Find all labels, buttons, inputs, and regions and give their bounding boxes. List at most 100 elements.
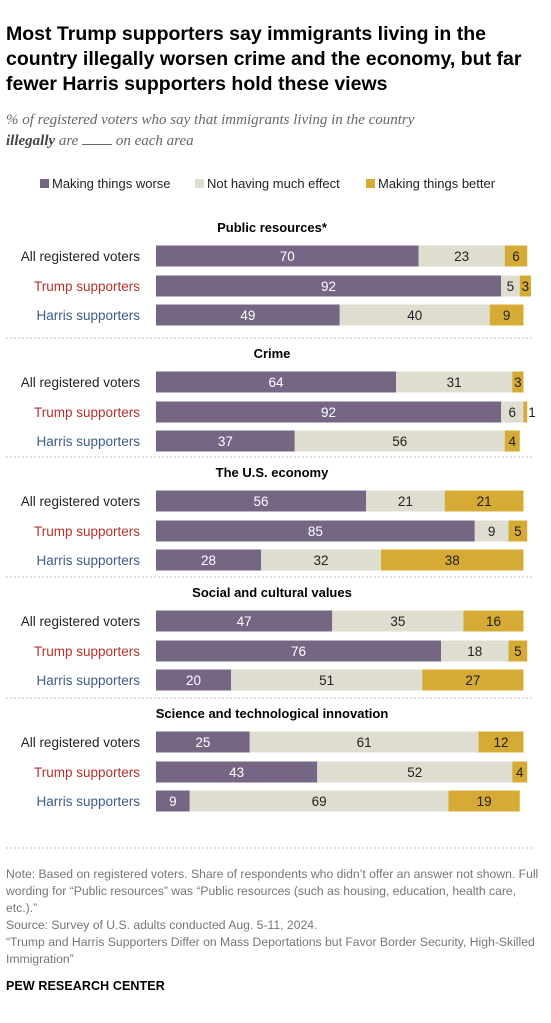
- bar-segment-worse: [156, 245, 419, 267]
- bar-segment-no-effect: [441, 640, 509, 662]
- bar-segment-worse: [156, 790, 190, 812]
- legend-swatch-no-effect: [195, 179, 204, 188]
- data-label-worse: 56: [253, 494, 268, 509]
- bar-segment-no-effect: [396, 371, 513, 393]
- group-title: Crime: [254, 346, 291, 361]
- row-label-trump-supporters: Trump supporters: [34, 405, 140, 420]
- bar-segment-worse: [156, 490, 366, 512]
- bar-segment-better: [519, 275, 531, 297]
- data-label-no-effect: 51: [319, 673, 334, 688]
- bar-segment-better: [512, 761, 528, 783]
- row-label-trump-supporters: Trump supporters: [34, 279, 140, 294]
- data-label-no-effect: 52: [407, 765, 422, 780]
- data-label-better: 16: [486, 614, 501, 629]
- footer-source: Source: Survey of U.S. adults conducted …: [6, 918, 318, 932]
- legend-item-worse: Making things worse: [40, 176, 171, 192]
- bar-segment-better: [448, 790, 520, 812]
- bar-segment-worse: [156, 275, 501, 297]
- bar-segment-better: [489, 304, 524, 326]
- legend-swatch-worse: [40, 179, 49, 188]
- data-label-worse: 28: [201, 553, 216, 568]
- data-label-better: 3: [514, 375, 522, 390]
- row-label-harris-supporters: Harris supporters: [36, 553, 140, 568]
- bar-segment-worse: [156, 761, 318, 783]
- data-label-worse: 37: [218, 434, 233, 449]
- data-label-worse: 43: [229, 765, 244, 780]
- data-label-no-effect: 23: [454, 249, 469, 264]
- row-label-all-voters: All registered voters: [21, 249, 141, 264]
- data-label-worse: 92: [321, 279, 336, 294]
- data-label-no-effect: 69: [312, 794, 327, 809]
- bar-segment-better: [422, 669, 524, 691]
- data-label-better: 4: [508, 434, 516, 449]
- bar-segment-no-effect: [294, 430, 505, 452]
- data-label-no-effect: 40: [407, 308, 422, 323]
- legend-label-better: Making things better: [378, 176, 496, 191]
- data-label-better: 9: [503, 308, 511, 323]
- row-label-harris-supporters: Harris supporters: [36, 308, 140, 323]
- data-label-no-effect: 32: [313, 553, 328, 568]
- bar-segment-worse: [156, 640, 441, 662]
- bar-segment-no-effect: [474, 520, 509, 542]
- row-label-trump-supporters: Trump supporters: [34, 524, 140, 539]
- legend-item-better: Making things better: [366, 176, 495, 192]
- brand-label: PEW RESEARCH CENTER: [6, 979, 165, 993]
- subtitle-blank: [82, 132, 113, 145]
- subtitle-part1: % of registered voters who say that immi…: [6, 112, 415, 128]
- data-label-better: 5: [514, 524, 522, 539]
- data-label-no-effect: 9: [488, 524, 496, 539]
- group-title: Public resources*: [217, 220, 328, 235]
- data-label-better: 21: [477, 494, 492, 509]
- bar-segment-no-effect: [249, 731, 479, 753]
- group-title: Social and cultural values: [192, 585, 352, 600]
- data-label-worse: 76: [291, 644, 306, 659]
- data-label-worse: 47: [237, 614, 252, 629]
- group-title: The U.S. economy: [216, 465, 329, 480]
- data-label-better: 5: [514, 644, 522, 659]
- data-label-worse: 70: [280, 249, 295, 264]
- data-label-no-effect: 5: [507, 279, 515, 294]
- bar-segment-better: [381, 549, 524, 571]
- bar-segment-no-effect: [317, 761, 513, 783]
- bar-segment-worse: [156, 371, 396, 393]
- group-title: Science and technological innovation: [156, 706, 389, 721]
- data-label-better: 6: [512, 249, 520, 264]
- bar-segment-worse: [156, 304, 340, 326]
- bar-segment-better: [523, 401, 528, 423]
- data-label-worse: 64: [268, 375, 284, 390]
- data-label-better: 4: [516, 765, 524, 780]
- bar-segment-better: [512, 371, 524, 393]
- bar-segment-no-effect: [366, 490, 445, 512]
- legend-item-no-effect: Not having much effect: [195, 176, 340, 192]
- data-label-no-effect: 6: [508, 405, 516, 420]
- data-label-better: 38: [445, 553, 460, 568]
- bar-segment-worse: [156, 401, 501, 423]
- data-label-no-effect: 61: [357, 735, 372, 750]
- subtitle-part2: are: [58, 133, 79, 149]
- stacked-bar-chart: Public resources* All registered voters 70…: [6, 220, 536, 849]
- subtitle-part3: on each area: [115, 133, 194, 149]
- bar-segment-better: [444, 490, 524, 512]
- row-label-all-voters: All registered voters: [21, 494, 141, 509]
- data-label-no-effect: 56: [392, 434, 407, 449]
- bar-segment-no-effect: [261, 549, 381, 571]
- bar-segment-worse: [156, 430, 295, 452]
- data-label-better: 12: [493, 735, 508, 750]
- data-label-no-effect: 21: [398, 494, 413, 509]
- footer-note: Note: Based on registered voters. Share …: [6, 867, 539, 915]
- bar-segment-better: [463, 610, 524, 632]
- bar-segment-better: [504, 245, 528, 267]
- data-label-no-effect: 35: [390, 614, 405, 629]
- data-label-worse: 49: [240, 308, 255, 323]
- row-label-trump-supporters: Trump supporters: [34, 765, 140, 780]
- bar-segment-no-effect: [501, 401, 524, 423]
- data-label-better: 1: [528, 405, 536, 420]
- bar-segment-better: [508, 520, 528, 542]
- data-label-worse: 25: [195, 735, 210, 750]
- bar-segment-no-effect: [189, 790, 449, 812]
- row-label-all-voters: All registered voters: [21, 375, 141, 390]
- chart-subtitle: % of registered voters who say that immi…: [6, 110, 526, 152]
- legend: Making things worse Not having much effe…: [0, 176, 551, 194]
- data-label-no-effect: 18: [467, 644, 482, 659]
- row-label-all-voters: All registered voters: [21, 614, 141, 629]
